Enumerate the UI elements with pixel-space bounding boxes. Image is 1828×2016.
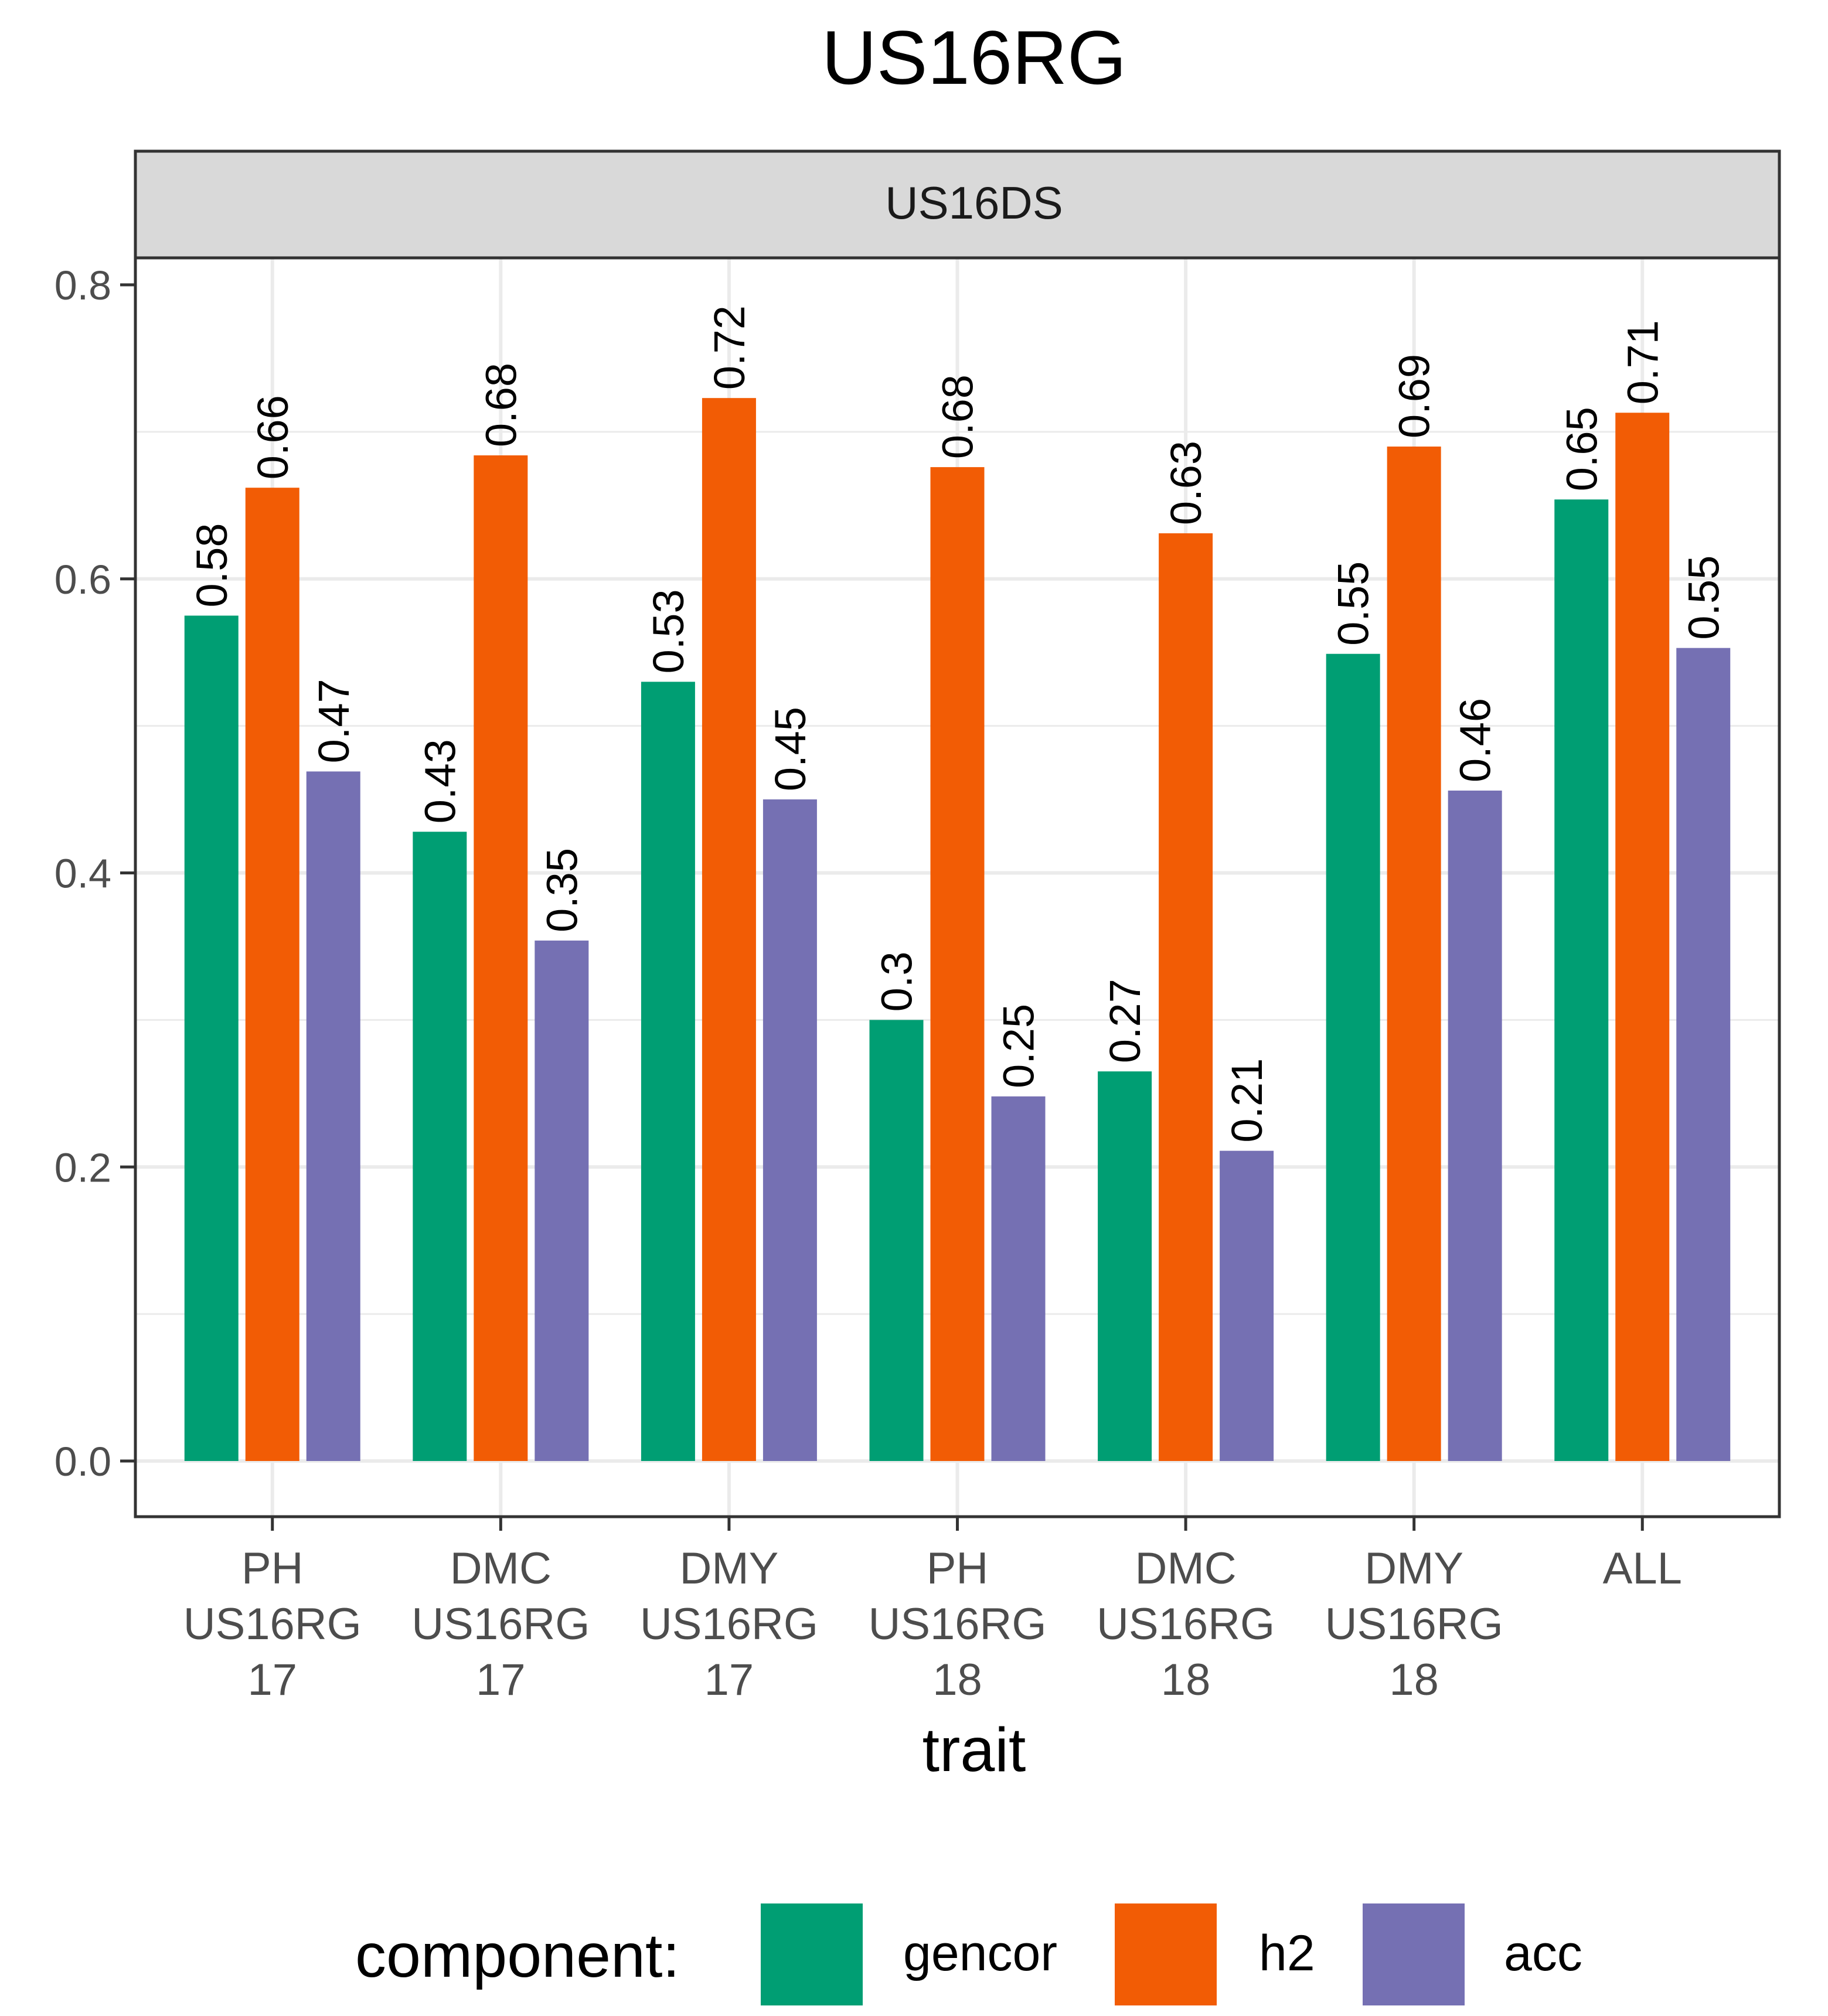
legend-key-gencor <box>761 1903 863 2005</box>
bar-h2 <box>1615 413 1670 1461</box>
bar-value-label: 0.43 <box>416 739 464 823</box>
x-tick-label: PH US16RG 17 <box>183 1544 362 1705</box>
y-tick-label: 0.0 <box>55 1439 111 1484</box>
legend-key-acc <box>1363 1903 1465 2005</box>
y-tick-label: 0.4 <box>55 851 111 897</box>
bar-gencor <box>413 832 467 1461</box>
bar-gencor <box>1098 1071 1152 1461</box>
bar-value-label: 0.66 <box>249 395 297 479</box>
x-tick-label: ALL <box>1603 1544 1682 1593</box>
bar-acc <box>1676 648 1731 1461</box>
bar-h2 <box>245 488 299 1461</box>
bar-gencor <box>1326 653 1380 1461</box>
bar-gencor <box>184 615 239 1461</box>
bar-value-label: 0.65 <box>1557 407 1606 491</box>
bar-value-label: 0.25 <box>995 1004 1043 1088</box>
bar-value-label: 0.47 <box>309 679 358 763</box>
y-axis: 0.0 0.2 0.4 0.6 0.8 <box>55 263 135 1484</box>
bar-acc <box>991 1096 1046 1461</box>
bar-value-label: 0.21 <box>1223 1058 1271 1143</box>
bars <box>184 398 1731 1462</box>
bar-value-label: 0.53 <box>644 589 693 673</box>
bar-acc <box>762 799 817 1461</box>
legend-label-gencor: gencor <box>903 1925 1057 1981</box>
bar-gencor <box>641 682 695 1461</box>
legend: component: gencor h2 acc <box>355 1903 1582 2005</box>
legend-title: component: <box>355 1921 680 1990</box>
bar-h2 <box>474 455 528 1461</box>
bar-acc <box>306 771 360 1461</box>
bar-h2 <box>930 467 985 1462</box>
bar-value-label: 0.55 <box>1329 561 1378 646</box>
facet-strip-label: US16DS <box>885 177 1063 229</box>
legend-label-acc: acc <box>1504 1925 1582 1981</box>
x-tick-label: DMC US16RG 18 <box>1097 1544 1275 1705</box>
bar-value-label: 0.55 <box>1679 556 1728 640</box>
bar-value-label: 0.46 <box>1451 698 1500 782</box>
bar-value-label: 0.3 <box>873 952 921 1012</box>
x-tick-label: DMY US16RG 17 <box>640 1544 818 1705</box>
bar-value-label: 0.35 <box>537 848 586 932</box>
bar-h2 <box>702 398 756 1461</box>
bar-value-label: 0.68 <box>934 374 982 459</box>
bar-value-label: 0.71 <box>1618 320 1667 404</box>
x-tick-label: PH US16RG 18 <box>868 1544 1046 1705</box>
y-tick-label: 0.8 <box>55 263 111 308</box>
legend-label-h2: h2 <box>1259 1925 1315 1981</box>
bar-value-label: 0.45 <box>766 707 815 791</box>
bar-h2 <box>1387 446 1441 1461</box>
bar-value-label: 0.69 <box>1390 354 1439 438</box>
bar-value-label: 0.27 <box>1101 979 1149 1063</box>
x-tick-label: DMC US16RG 17 <box>411 1544 590 1705</box>
x-tick-label: DMY US16RG 18 <box>1325 1544 1503 1705</box>
bar-gencor <box>1554 499 1609 1461</box>
bar-acc <box>1220 1150 1274 1461</box>
legend-key-h2 <box>1115 1903 1217 2005</box>
bar-labels: 0.58 0.43 0.53 0.3 0.27 0.55 0.65 0.66 0.68 0.72 0… <box>188 305 1728 1143</box>
bar-value-label: 0.72 <box>705 305 754 390</box>
bar-gencor <box>869 1020 924 1461</box>
bar-value-label: 0.58 <box>188 523 236 607</box>
bar-acc <box>535 940 589 1461</box>
x-axis-title: trait <box>922 1715 1026 1785</box>
bar-h2 <box>1159 533 1213 1461</box>
y-tick-label: 0.6 <box>55 557 111 602</box>
bar-value-label: 0.63 <box>1162 441 1210 525</box>
y-tick-label: 0.2 <box>55 1145 111 1190</box>
facet-strip <box>134 149 1781 260</box>
chart-title: US16RG <box>822 15 1126 100</box>
x-axis: PH US16RG 17 DMC US16RG 17 DMY US16RG 17 PH US16RG… <box>183 1517 1682 1705</box>
bar-value-label: 0.68 <box>476 363 525 447</box>
bar-acc <box>1448 791 1502 1461</box>
